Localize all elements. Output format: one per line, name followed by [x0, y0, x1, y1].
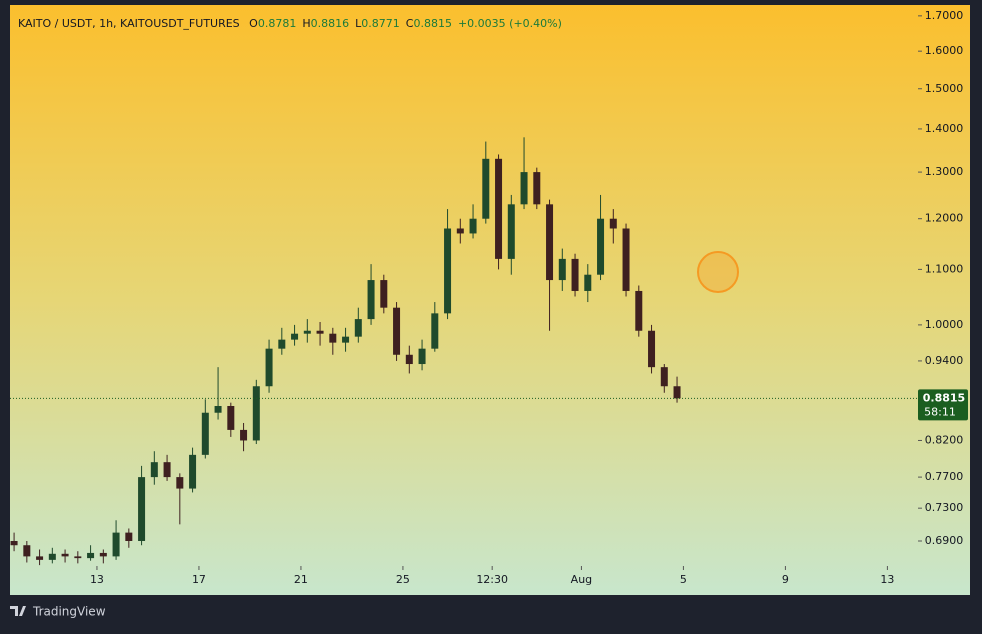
candle-body: [201, 412, 209, 455]
x-tick-label: 9: [782, 573, 789, 586]
y-tick-label: 1.4000: [925, 122, 964, 135]
candle-body: [520, 172, 528, 205]
x-tick-label: Aug: [571, 573, 592, 586]
chart-background: [10, 5, 970, 595]
legend-symbol: KAITO / USDT, 1h, KAITOUSDT_FUTURES: [18, 17, 240, 30]
legend-field-label: C: [406, 17, 414, 30]
x-tick-label: 13: [90, 573, 104, 586]
y-tick-label: 1.5000: [925, 82, 964, 95]
candle-body: [74, 556, 82, 559]
legend-field-value: 0.8771: [361, 17, 400, 30]
candle-body: [23, 545, 31, 557]
y-tick-label: 0.9400: [925, 354, 964, 367]
last-price-box: [918, 389, 968, 421]
x-tick-label: 17: [192, 573, 206, 586]
candle-body: [265, 348, 273, 387]
candle-body: [48, 553, 56, 560]
candle-body: [87, 552, 95, 559]
x-tick-label: 5: [680, 573, 687, 586]
y-tick-label: 1.3000: [925, 165, 964, 178]
legend-field-label: H: [302, 17, 310, 30]
candle-body: [227, 405, 235, 430]
candle-body: [367, 280, 375, 320]
candle-body: [495, 158, 503, 259]
candle-body: [176, 477, 184, 489]
candle-body: [36, 556, 44, 560]
candle-body: [622, 228, 630, 291]
candle-body: [99, 552, 107, 557]
candle-body: [61, 553, 69, 557]
candle-body: [303, 330, 311, 334]
candle-body: [163, 462, 171, 478]
candle-body: [405, 354, 413, 365]
candle-body: [150, 462, 158, 478]
candle-body: [456, 228, 464, 234]
brand: TradingView: [32, 605, 106, 619]
candle-body: [329, 333, 337, 343]
candle-body: [648, 330, 656, 368]
candle-body: [393, 307, 401, 355]
countdown: 58:11: [924, 405, 956, 418]
x-tick-label: 12:30: [476, 573, 508, 586]
candle-body: [214, 405, 222, 413]
candle-body: [533, 172, 541, 205]
candle-body: [609, 218, 617, 229]
candle-body: [240, 429, 248, 441]
candle-body: [431, 313, 439, 349]
candle-body: [558, 258, 566, 281]
candle-body: [507, 204, 515, 259]
legend-field-value: 0.8815: [413, 17, 452, 30]
footer: TradingView: [10, 605, 106, 619]
candle-body: [316, 330, 324, 334]
candle-body: [380, 280, 388, 308]
y-tick-label: 1.0000: [925, 318, 964, 331]
candle-body: [278, 339, 286, 349]
y-tick-label: 1.1000: [925, 262, 964, 275]
x-tick-label: 21: [294, 573, 308, 586]
candle-body: [597, 218, 605, 275]
last-price-label: 0.8815: [923, 391, 965, 404]
logo: [10, 606, 26, 616]
legend-field-label: L: [355, 17, 362, 30]
candle-body: [584, 274, 592, 291]
candle-body: [189, 454, 197, 489]
candle-body: [342, 336, 350, 343]
candle-body: [418, 348, 426, 365]
candle-body: [444, 228, 452, 314]
y-tick-label: 0.8200: [925, 433, 964, 446]
candle-body: [354, 319, 362, 337]
candle-body: [660, 367, 668, 387]
x-tick-label: 13: [880, 573, 894, 586]
y-tick-label: 1.2000: [925, 212, 964, 225]
candle-body: [138, 477, 146, 541]
candle-body: [571, 258, 579, 291]
legend: KAITO / USDT, 1h, KAITOUSDT_FUTURES O0.8…: [18, 17, 562, 30]
candle-body: [673, 386, 681, 399]
candle-body: [125, 532, 133, 541]
candle-body: [635, 290, 643, 331]
y-tick-label: 0.7300: [925, 501, 964, 514]
y-tick-label: 1.7000: [925, 9, 964, 22]
candle-body: [546, 204, 554, 281]
x-tick-label: 25: [396, 573, 410, 586]
y-tick-label: 0.6900: [925, 534, 964, 547]
candle-body: [291, 333, 299, 340]
candle-body: [482, 158, 490, 219]
legend-change: +0.0035 (+0.40%): [458, 17, 562, 30]
y-tick-label: 1.6000: [925, 44, 964, 57]
y-tick-label: 0.7700: [925, 470, 964, 483]
candle-body: [469, 218, 477, 234]
candle-body: [10, 540, 18, 546]
legend-field-value: 0.8781: [258, 17, 297, 30]
legend-field-label: O: [249, 17, 258, 30]
candle-body: [112, 532, 120, 557]
legend-field-value: 0.8816: [311, 17, 350, 30]
candle-body: [252, 386, 260, 441]
circle-annotation[interactable]: [697, 251, 739, 293]
